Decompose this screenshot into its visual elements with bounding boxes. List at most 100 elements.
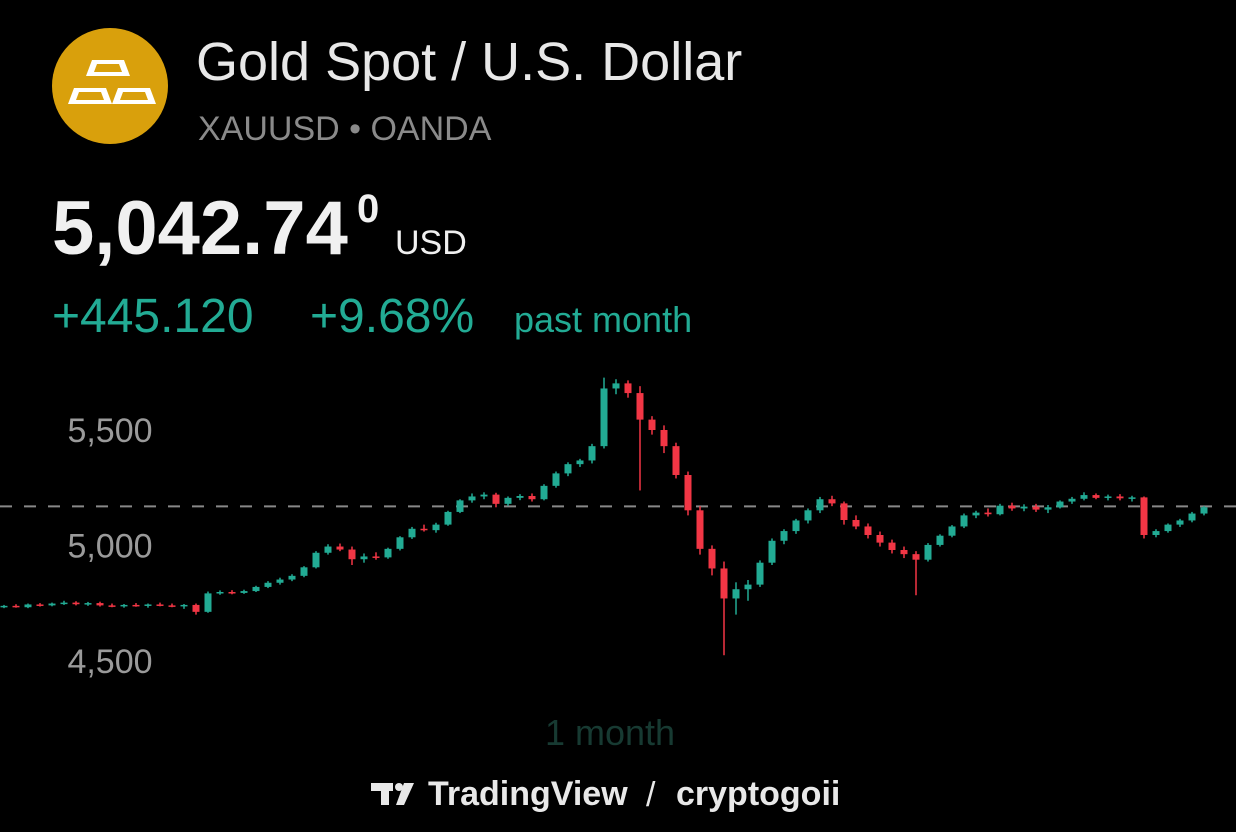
- y-tick-label: 4,500: [67, 643, 152, 681]
- candle-body: [552, 473, 560, 486]
- candle-body: [360, 556, 368, 560]
- candle-body: [456, 500, 464, 512]
- candle-body: [828, 499, 836, 504]
- candle-body: [936, 535, 944, 545]
- candle-body: [348, 549, 356, 560]
- candle-body: [648, 419, 656, 430]
- candle-body: [144, 604, 152, 606]
- candle-body: [744, 584, 752, 590]
- candle-body: [1044, 507, 1052, 510]
- candle-body: [1200, 507, 1208, 514]
- candle-body: [192, 604, 200, 612]
- candle-body: [420, 528, 428, 531]
- candle-body: [780, 531, 788, 541]
- candle-body: [312, 552, 320, 568]
- candle-body: [528, 496, 536, 500]
- subtitle: XAUUSD • OANDA: [198, 110, 492, 148]
- candle-body: [756, 562, 764, 585]
- candle-body: [324, 546, 332, 553]
- candle-body: [960, 515, 968, 527]
- candle-body: [156, 604, 164, 606]
- candle-body: [432, 524, 440, 531]
- candle-body: [0, 605, 8, 608]
- candle-body: [600, 388, 608, 447]
- candle-body: [1092, 495, 1100, 498]
- candle-body: [396, 537, 404, 549]
- candle-body: [1068, 498, 1076, 502]
- candle-body: [492, 494, 500, 504]
- candle-body: [240, 591, 248, 593]
- candle-body: [516, 496, 524, 498]
- brand: TradingView: [428, 775, 628, 813]
- candle-body: [768, 540, 776, 563]
- candle-body: [1152, 531, 1160, 535]
- candle-body: [1140, 497, 1148, 535]
- candle-body: [480, 494, 488, 497]
- candle-body: [48, 603, 56, 606]
- gold-logo: [52, 28, 168, 144]
- candle-body: [504, 497, 512, 504]
- candle-body: [96, 603, 104, 606]
- y-tick-label: 5,000: [67, 527, 152, 565]
- candle-body: [684, 475, 692, 511]
- candle-body: [1056, 501, 1064, 508]
- candle-body: [336, 546, 344, 550]
- candle-body: [1032, 506, 1040, 510]
- candle-body: [588, 446, 596, 461]
- candle-body: [612, 383, 620, 389]
- candle-body: [1188, 513, 1196, 521]
- candle-body: [996, 505, 1004, 515]
- period-button[interactable]: 1 month: [545, 712, 675, 753]
- candle-body: [1080, 495, 1088, 499]
- candle-body: [672, 446, 680, 475]
- candle-body: [1128, 497, 1136, 499]
- candle-body: [384, 548, 392, 558]
- candle-body: [840, 503, 848, 520]
- candle-body: [228, 592, 236, 594]
- candle-body: [864, 526, 872, 535]
- period: past month: [514, 299, 692, 340]
- candle-body: [852, 520, 860, 527]
- candle-body: [972, 512, 980, 516]
- candle-body: [624, 383, 632, 394]
- candle-body: [564, 464, 572, 474]
- candle-body: [732, 589, 740, 599]
- candle-body: [72, 602, 80, 605]
- candle-body: [1164, 524, 1172, 532]
- change: +445.120: [52, 290, 254, 343]
- candle-body: [912, 554, 920, 560]
- candle-body: [300, 567, 308, 576]
- candle-body: [468, 496, 476, 501]
- candle-body: [900, 550, 908, 555]
- candle-body: [120, 604, 128, 607]
- change-percent: +9.68%: [310, 290, 474, 343]
- candle-body: [288, 575, 296, 580]
- candle-body: [408, 528, 416, 538]
- candle-body: [576, 460, 584, 465]
- y-tick-label: 5,500: [67, 412, 152, 450]
- price-superscript: 0: [357, 187, 379, 231]
- candle-body: [1104, 496, 1112, 498]
- candle-body: [36, 604, 44, 606]
- title: Gold Spot / U.S. Dollar: [196, 32, 742, 92]
- candle-body: [276, 579, 284, 583]
- candle-body: [1176, 520, 1184, 525]
- chart: 4,500 5,000 5,500: [0, 377, 1236, 681]
- separator: /: [646, 776, 656, 814]
- candle-body: [948, 526, 956, 536]
- candle-body: [876, 535, 884, 543]
- price: 5,042.74: [52, 186, 348, 271]
- author: cryptogoii: [676, 775, 840, 813]
- candle-body: [816, 499, 824, 511]
- candle-body: [60, 602, 68, 605]
- candle-body: [924, 544, 932, 560]
- candle-body: [696, 510, 704, 549]
- candle-body: [540, 485, 548, 500]
- candle-body: [216, 592, 224, 594]
- candle-body: [984, 512, 992, 515]
- candle-body: [660, 430, 668, 447]
- candle-body: [264, 582, 272, 587]
- candle-body: [444, 511, 452, 525]
